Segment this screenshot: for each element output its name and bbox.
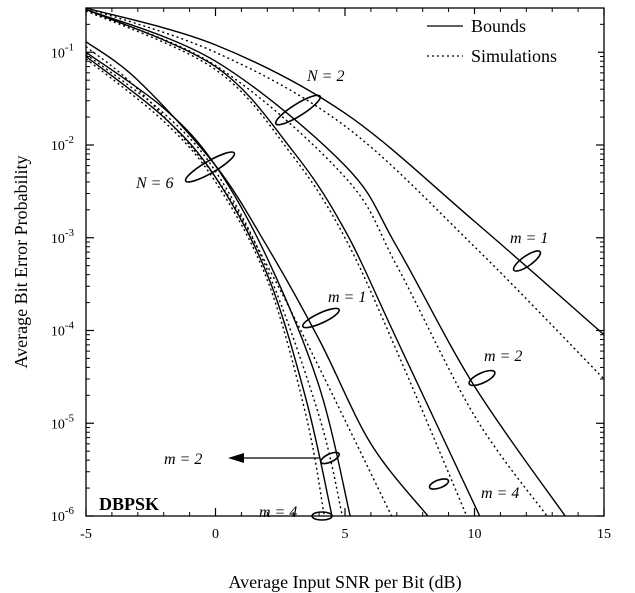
annotation-n2: N = 2 <box>306 68 344 85</box>
x-tick-label: 15 <box>597 527 611 542</box>
y-tick-label: 10-5 <box>51 412 75 432</box>
series-line-1-dotted <box>85 7 605 380</box>
x-tick-label: -5 <box>80 527 92 542</box>
annotation-m1-n2: m = 1 <box>510 230 548 247</box>
ellipse-m2-n2 <box>468 369 496 387</box>
series-line-9-dotted <box>85 53 344 517</box>
y-tick-label: 10-2 <box>51 134 74 154</box>
x-tick-label: 0 <box>212 527 219 542</box>
annotation-m2-n6: m = 2 <box>164 451 202 468</box>
curves-group <box>85 7 605 517</box>
x-tick-label: 10 <box>468 527 482 542</box>
plot-frame <box>85 7 605 517</box>
series-line-8-solid <box>85 51 351 517</box>
series-line-6-solid <box>85 41 429 517</box>
ellipse-m1-n6 <box>301 307 341 329</box>
annotation-m4-n2: m = 4 <box>481 485 519 502</box>
y-tick-label: 10-6 <box>51 505 75 525</box>
x-axis-title: Average Input SNR per Bit (dB) <box>228 572 461 593</box>
legend-label-simulations: Simulations <box>471 46 557 66</box>
legend: Bounds Simulations <box>422 14 598 70</box>
y-tick-label: 10-3 <box>51 227 75 247</box>
series-line-5-dotted <box>85 10 468 517</box>
arrow-m2 <box>228 453 319 463</box>
series-line-0-solid <box>85 7 605 336</box>
ellipse-n6 <box>184 151 236 183</box>
annotations: N = 2 N = 6 m = 1 m = 1 m = 2 m = 2 m = … <box>99 68 548 521</box>
ticks-group: -5 0 5 10 15 10-1 10-2 10-3 10-4 10-5 10-6 <box>51 8 611 542</box>
legend-bg <box>422 14 598 70</box>
annotation-modulation: DBPSK <box>99 494 159 514</box>
legend-label-bounds: Bounds <box>471 16 526 36</box>
annotation-m1-n6: m = 1 <box>328 289 366 306</box>
series-line-7-dotted <box>85 46 393 517</box>
x-tick-label: 5 <box>342 527 349 542</box>
series-line-11-dotted <box>85 58 325 517</box>
annotation-m2-n2: m = 2 <box>484 348 522 365</box>
y-tick-label: 10-4 <box>51 320 75 340</box>
ellipse-m1-n2 <box>512 250 542 272</box>
arrow-head <box>228 453 244 463</box>
series-line-4-solid <box>85 8 481 517</box>
annotation-n6: N = 6 <box>135 175 173 192</box>
ellipse-n2 <box>274 94 322 126</box>
series-line-10-solid <box>85 55 333 517</box>
series-line-2-solid <box>85 8 566 517</box>
y-axis-title: Average Bit Error Probability <box>11 155 31 368</box>
ellipse-m4-n2 <box>428 478 450 490</box>
y-tick-label: 10-1 <box>51 41 74 61</box>
ellipse-m2-n6 <box>319 451 341 465</box>
annotation-m4-n6: m = 4 <box>259 504 297 521</box>
